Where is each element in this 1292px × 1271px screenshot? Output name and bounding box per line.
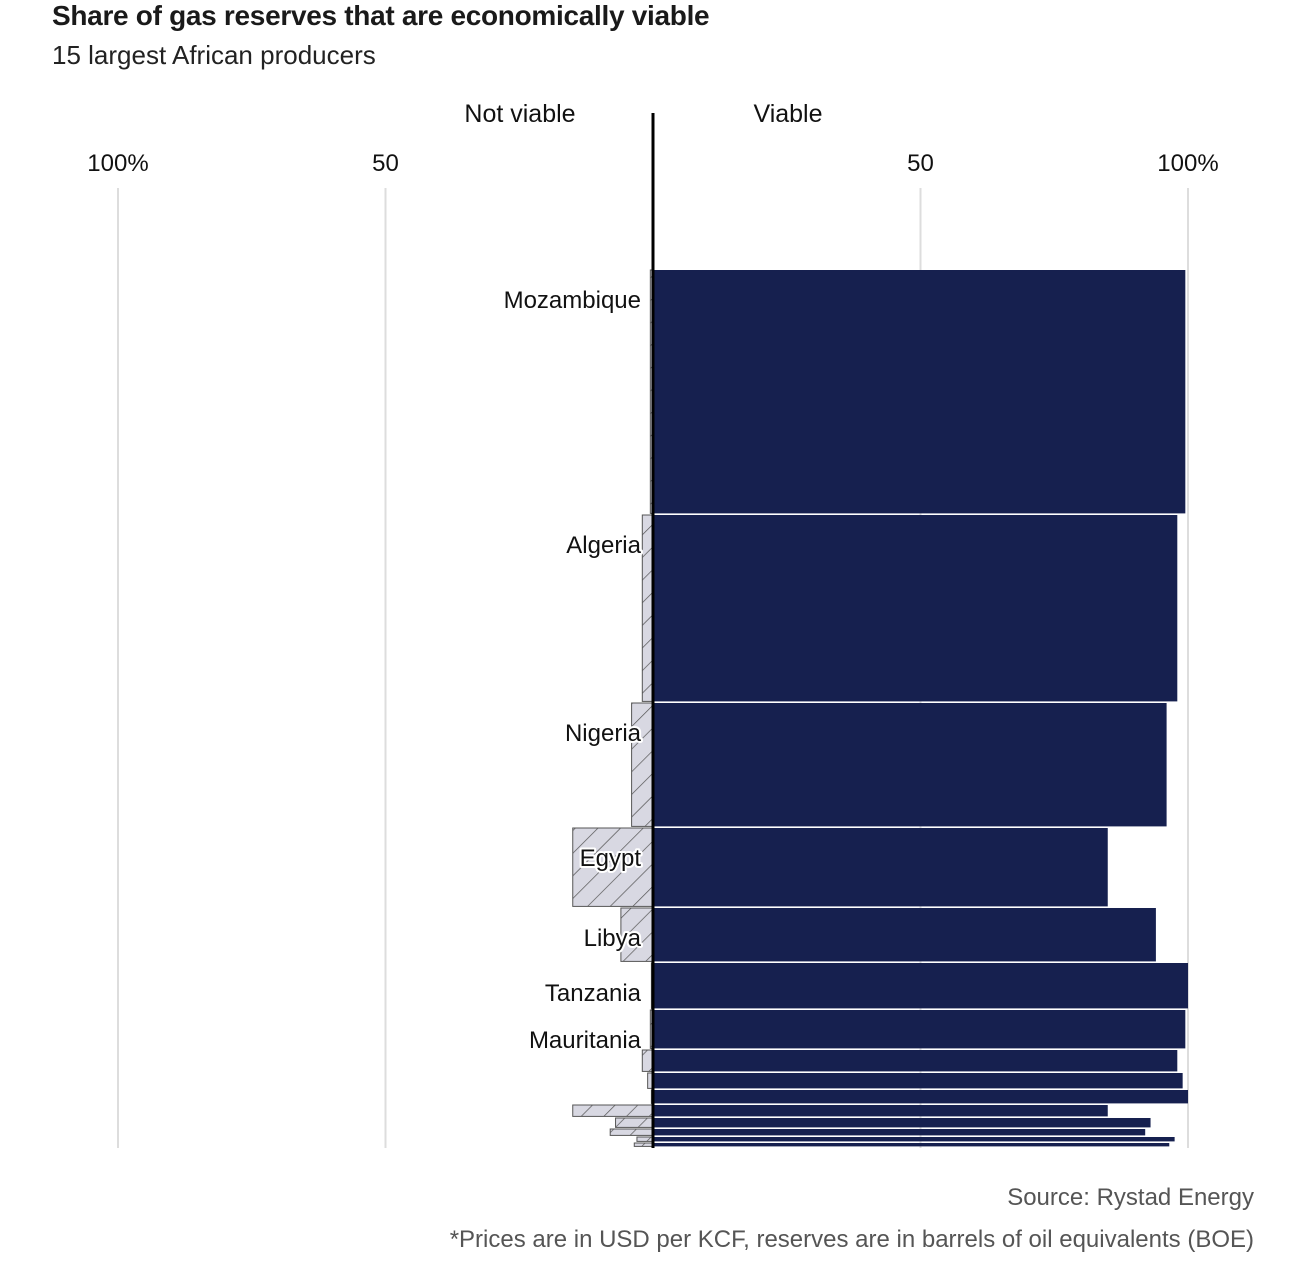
bar-viable-mozambique bbox=[653, 270, 1186, 514]
bar-viable-libya bbox=[653, 908, 1156, 962]
bar-viable-producer-8 bbox=[653, 1050, 1178, 1072]
left-header: Not viable bbox=[464, 100, 575, 128]
tick-label-right-100: 100% bbox=[1157, 150, 1218, 177]
bar-not-viable-producer-14 bbox=[636, 1136, 654, 1142]
footnote: *Prices are in USD per KCF, reserves are… bbox=[449, 1226, 1254, 1253]
chart-area: 100% 50 50 100% Mozambique Algeria Nigeria Egy… bbox=[87, 100, 1219, 1148]
bar-not-viable-algeria bbox=[641, 514, 654, 702]
bar-viable-algeria bbox=[653, 515, 1178, 702]
bar-viable-producer-14 bbox=[653, 1137, 1175, 1142]
bar-label-nigeria: Nigeria bbox=[565, 720, 642, 747]
tick-label-left-100: 100% bbox=[87, 150, 148, 177]
bar-label-mauritania: Mauritania bbox=[529, 1027, 642, 1054]
bar-not-viable-producer-15 bbox=[633, 1142, 654, 1147]
bar-viable-producer-9 bbox=[653, 1073, 1183, 1089]
bar-not-viable-libya bbox=[620, 907, 654, 962]
bar-viable-producer-13 bbox=[653, 1129, 1146, 1136]
bar-viable-egypt bbox=[653, 828, 1108, 907]
tick-label-left-50: 50 bbox=[372, 150, 399, 177]
bar-label-tanzania: Tanzania bbox=[545, 980, 642, 1007]
bar-not-viable-producer-8 bbox=[641, 1049, 654, 1072]
right-header: Viable bbox=[753, 100, 822, 128]
bar-viable-mauritania bbox=[653, 1010, 1186, 1049]
bar-label-algeria: Algeria bbox=[566, 532, 641, 559]
bar-not-viable-producer-13 bbox=[609, 1128, 654, 1136]
bar-label-egypt: Egypt bbox=[580, 845, 642, 872]
bar-label-mozambique: Mozambique bbox=[504, 287, 641, 314]
bar-viable-producer-15 bbox=[653, 1143, 1170, 1147]
tick-label-right-50: 50 bbox=[907, 150, 934, 177]
bar-viable-nigeria bbox=[653, 703, 1167, 827]
bar-not-viable-producer-12 bbox=[615, 1117, 654, 1128]
chart-title: Share of gas reserves that are economica… bbox=[52, 0, 710, 31]
source-note: Source: Rystad Energy bbox=[1007, 1184, 1254, 1211]
bar-not-viable-producer-11 bbox=[572, 1104, 654, 1117]
bar-viable-producer-12 bbox=[653, 1118, 1151, 1128]
bar-viable-tanzania bbox=[653, 963, 1188, 1009]
bar-viable-producer-11 bbox=[653, 1105, 1108, 1117]
chart-subtitle: 15 largest African producers bbox=[52, 40, 376, 70]
bar-label-libya: Libya bbox=[584, 925, 642, 952]
bar-viable-producer-10 bbox=[653, 1090, 1188, 1104]
